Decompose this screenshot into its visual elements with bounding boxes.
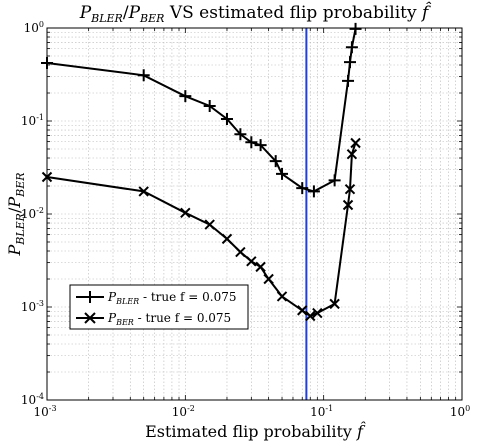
y-axis-label: PBLER/PBER xyxy=(5,172,27,256)
grid-lines xyxy=(46,27,463,401)
x-tick-label: 10-1 xyxy=(310,404,333,419)
data-point xyxy=(343,56,356,69)
series-0 xyxy=(41,22,362,198)
data-point xyxy=(346,148,358,160)
data-point xyxy=(307,185,320,198)
data-point xyxy=(254,139,267,152)
y-tick-label: 10-2 xyxy=(21,206,44,221)
data-point xyxy=(180,207,191,219)
y-tick-label: 100 xyxy=(24,20,44,35)
data-point xyxy=(328,174,341,187)
data-point xyxy=(137,69,150,82)
y-tick-label: 10-3 xyxy=(21,299,44,314)
legend-label-ber: PBER - true f = 0.075 xyxy=(107,311,231,327)
data-point xyxy=(246,256,257,267)
data-point xyxy=(297,305,308,316)
data-point xyxy=(296,182,309,195)
series-line xyxy=(46,142,357,318)
data-point xyxy=(255,261,266,273)
data-point xyxy=(276,291,288,302)
data-point xyxy=(350,137,361,149)
legend-box xyxy=(69,284,249,330)
data-point xyxy=(345,41,358,54)
data-point xyxy=(305,310,316,322)
cross-marker-icon xyxy=(84,312,96,324)
data-point xyxy=(203,99,216,112)
legend-entry-bler: PBLER - true f = 0.075 xyxy=(76,290,237,306)
data-point xyxy=(342,74,355,87)
data-point xyxy=(220,113,233,126)
legend-entry-ber: PBER - true f = 0.075 xyxy=(76,311,231,327)
data-point xyxy=(263,273,274,285)
x-tick-label: 100 xyxy=(450,404,470,419)
data-point xyxy=(344,183,356,195)
data-point xyxy=(204,219,215,230)
data-point xyxy=(329,298,340,310)
data-point xyxy=(245,136,258,149)
data-point xyxy=(349,22,362,35)
x-axis-label: Estimated flip probability f̂ xyxy=(145,422,366,441)
data-point xyxy=(235,246,246,258)
series-line xyxy=(46,28,357,193)
data-point xyxy=(234,128,247,141)
x-tick-label: 10-3 xyxy=(33,404,56,419)
series-group xyxy=(41,22,362,322)
data-point xyxy=(276,167,289,180)
x-tick-label: 10-2 xyxy=(172,404,195,419)
y-tick-label: 10-1 xyxy=(21,113,44,128)
series-1 xyxy=(41,137,361,322)
data-point xyxy=(221,233,233,245)
y-tick-label: 10-4 xyxy=(21,392,44,407)
legend: PBLER - true f = 0.075 PBER - true f = 0… xyxy=(69,284,249,330)
data-point xyxy=(138,186,149,197)
data-point xyxy=(312,307,323,319)
chart-title: PBLER/PBER VS estimated flip probability… xyxy=(79,2,432,25)
legend-label-bler: PBLER - true f = 0.075 xyxy=(107,290,237,306)
data-point xyxy=(269,155,282,168)
data-point xyxy=(342,199,354,211)
plus-marker-icon xyxy=(84,291,96,303)
data-point xyxy=(179,90,192,103)
